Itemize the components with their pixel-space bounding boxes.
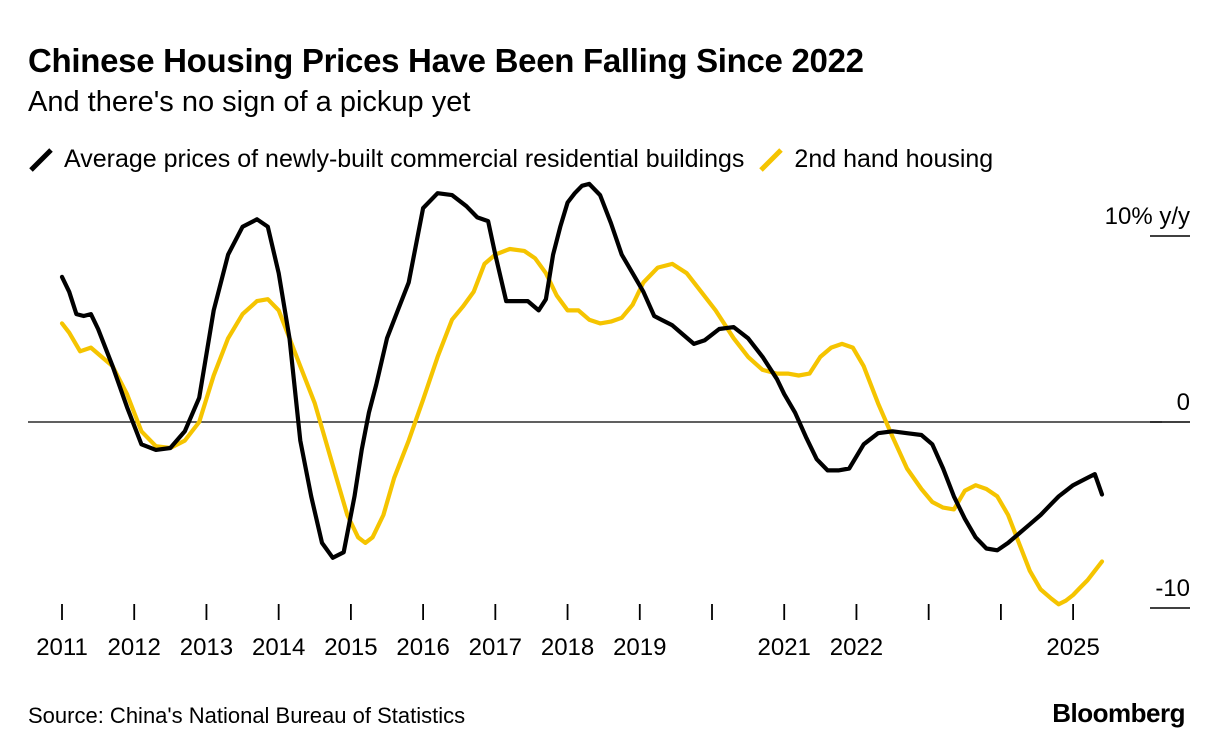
bloomberg-logo: Bloomberg	[1052, 698, 1185, 728]
y-tick-label-1: 0	[1177, 389, 1190, 416]
x-tick-label-2025: 2025	[1046, 634, 1099, 661]
x-tick-label-2016: 2016	[396, 634, 449, 661]
legend-label-new-buildings: Average prices of newly-built commercial…	[64, 145, 745, 173]
series-line-second-hand	[59, 246, 1105, 607]
series-line-new-buildings	[59, 181, 1105, 560]
x-tick-label-2018: 2018	[541, 634, 594, 661]
y-tick-label-0: 10% y/y	[1105, 203, 1190, 230]
x-tick-label-2019: 2019	[613, 634, 666, 661]
source-note: Source: China's National Bureau of Stati…	[28, 703, 466, 728]
legend-swatch-black-icon	[29, 147, 53, 172]
chart-subtitle: And there's no sign of a pickup yet	[28, 86, 471, 118]
x-tick-label-2012: 2012	[108, 634, 161, 661]
x-tick-label-2013: 2013	[180, 634, 233, 661]
legend-item-second-hand: 2nd hand housing	[758, 145, 993, 174]
x-tick-label-2021: 2021	[758, 634, 811, 661]
legend-item-new-buildings: Average prices of newly-built commercial…	[28, 145, 744, 174]
legend-label-second-hand: 2nd hand housing	[794, 145, 994, 173]
x-tick-label-2014: 2014	[252, 634, 305, 661]
chart-title: Chinese Housing Prices Have Been Falling…	[28, 42, 864, 79]
legend: Average prices of newly-built commercial…	[28, 145, 1007, 174]
x-tick-label-2022: 2022	[830, 634, 883, 661]
y-tick-label-2: -10	[1155, 575, 1190, 602]
x-tick-label-2015: 2015	[324, 634, 377, 661]
legend-swatch-yellow-icon	[759, 147, 784, 172]
x-tick-label-2011: 2011	[36, 634, 88, 661]
x-tick-label-2017: 2017	[469, 634, 522, 661]
